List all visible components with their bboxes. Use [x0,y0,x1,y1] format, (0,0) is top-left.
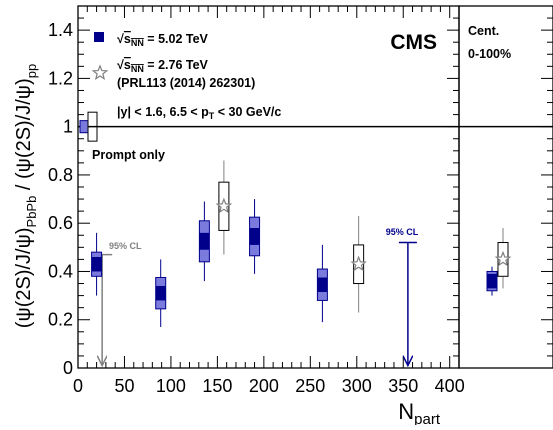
global-uncertainty-boxes [79,111,98,142]
point-5tev-marker [91,256,102,272]
legend-marker-5tev [94,32,104,42]
y-tick-label: 0 [63,358,73,378]
legend-label-5tev: √sNN = 5.02 TeV [117,32,209,48]
x-tick-label: 100 [156,376,186,396]
y-tick-labels: 0 0.2 0.4 0.6 0.8 1 1.2 1.4 [48,20,73,378]
y-tick-label: 0.6 [48,213,73,233]
x-tick-label: 0 [73,376,83,396]
legend-reference: (PRL113 (2014) 262301) [117,76,255,90]
cl-label-gray: 95% CL [109,241,142,251]
y-tick-label: 0.2 [48,310,73,330]
y-tick-label: 1 [63,117,73,137]
data-marks [91,160,512,365]
main-plot-frame [77,5,460,369]
x-tick-label: 150 [202,376,232,396]
integrated-276tev-marker [494,250,512,267]
cl-label-blue: 95% CL [386,227,419,237]
prompt-only-label: Prompt only [92,148,165,162]
kinematic-cuts-label: |y| < 1.6, 6.5 < pT < 30 GeV/c [117,105,281,121]
point-5tev-marker [317,277,328,292]
x-tick-label: 350 [388,376,418,396]
integrated-5tev-marker [487,273,497,289]
y-tick-label: 0.4 [48,261,73,281]
point-5tev-marker [155,285,166,301]
x-tick-labels: 0 50 100 150 200 250 300 350 400 [73,376,465,396]
integrated-panel-subtitle: 0-100% [468,47,511,61]
integrated-panel-title: Cent. [468,24,499,38]
x-axis-label: Npart [398,399,441,425]
global-uncertainty-276tev [87,111,98,142]
x-tick-label: 250 [295,376,325,396]
point-276tev-marker [215,197,233,214]
x-tick-label: 200 [249,376,279,396]
point-5tev-marker [249,228,260,245]
point-276tev-marker [350,255,367,272]
point-5tev-marker [199,232,210,250]
y-tick-label: 0.8 [48,165,73,185]
x-tick-label: 50 [114,376,134,396]
y-tick-label: 1.2 [48,68,73,88]
x-tick-label: 300 [342,376,372,396]
legend: √sNN = 5.02 TeV √sNN = 2.76 TeV (PRL113 … [91,32,281,162]
y-axis-label: (ψ(2S)/J/ψ)PbPb / (ψ(2S)/J/ψ)pp [13,64,39,328]
x-tick-label: 400 [435,376,465,396]
legend-label-276tev: √sNN = 2.76 TeV [117,58,209,74]
global-uncertainty-5tev [79,120,89,134]
legend-marker-276tev [91,64,109,81]
experiment-label: CMS [390,31,437,54]
y-tick-label: 1.4 [48,20,73,40]
